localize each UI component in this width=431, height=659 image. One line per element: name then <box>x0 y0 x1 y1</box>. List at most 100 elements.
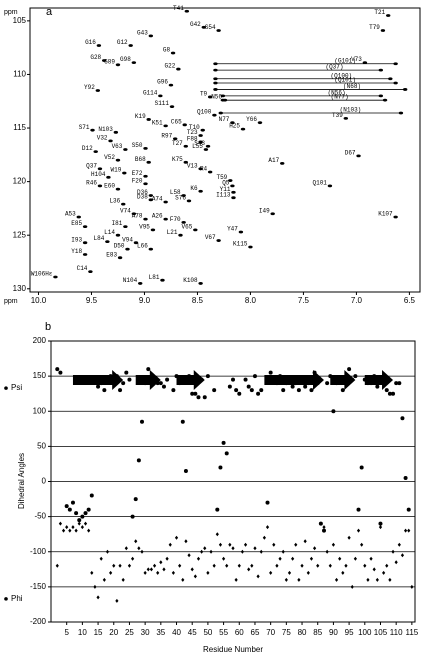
peak <box>96 44 102 47</box>
peak <box>184 9 190 13</box>
psi-point <box>127 377 132 382</box>
phi-point <box>378 525 383 530</box>
peak <box>148 198 154 202</box>
phi-point <box>200 549 204 554</box>
phi-point <box>312 546 317 551</box>
phi-point <box>407 528 411 533</box>
peak-label: S71 <box>79 124 90 131</box>
peak <box>393 215 398 219</box>
psi-point <box>77 518 82 523</box>
peak <box>200 128 205 132</box>
peak <box>270 212 275 216</box>
peak-label: L21 <box>167 229 178 236</box>
phi-point <box>385 563 389 568</box>
psi-point <box>265 500 270 505</box>
peak <box>76 215 81 219</box>
psi-point <box>121 381 126 386</box>
x-tick-label: 10.0 <box>31 296 47 305</box>
peak <box>393 81 398 85</box>
psi-point <box>340 388 345 393</box>
peak-label: I81 <box>112 220 123 227</box>
peak <box>231 190 236 194</box>
psi-point <box>130 514 135 519</box>
phi-point <box>247 567 251 572</box>
psi-point <box>165 377 170 382</box>
phi-point <box>375 577 379 582</box>
psi-point <box>397 381 402 386</box>
phi-point <box>203 546 207 551</box>
peak-label: A74 <box>152 196 163 203</box>
psi-point <box>337 377 342 382</box>
peak <box>356 154 361 158</box>
peak <box>378 68 383 72</box>
peak <box>207 95 213 99</box>
peak-label: K19 <box>135 113 146 120</box>
peak <box>163 124 168 128</box>
peak-label: B68 <box>135 156 146 163</box>
psi-point <box>246 384 251 389</box>
psi-point <box>152 377 157 382</box>
psi-point <box>143 381 148 386</box>
pair-label: (N103) <box>340 107 362 114</box>
peak <box>213 77 218 81</box>
peak-label: L66 <box>137 243 148 250</box>
psi-point <box>140 419 144 424</box>
psi-point <box>215 507 220 512</box>
peak <box>380 29 386 32</box>
x-tick-label: 55 <box>219 628 228 637</box>
peak <box>222 98 228 102</box>
peak <box>115 158 121 162</box>
psi-point <box>231 377 235 382</box>
peak <box>198 134 203 137</box>
peak <box>163 217 168 221</box>
peak-label: K6 <box>190 185 198 192</box>
psi-point <box>375 384 380 389</box>
phi-point <box>149 567 154 572</box>
x-tick-label: 95 <box>345 628 354 637</box>
peak-label: Y66 <box>246 116 257 123</box>
legend-label: Psi <box>11 383 22 392</box>
peak <box>240 127 246 131</box>
phi-point <box>102 577 106 582</box>
panel-label: b <box>45 321 51 333</box>
phi-point <box>146 567 150 572</box>
peak-label: S43 <box>194 140 205 147</box>
phi-point <box>68 528 72 533</box>
phi-point <box>265 525 270 530</box>
phi-point <box>300 563 304 568</box>
phi-point <box>196 556 201 561</box>
psi-point <box>205 374 210 379</box>
peak-label: E72 <box>132 170 143 177</box>
legend-marker <box>4 386 8 390</box>
phi-point <box>382 570 386 575</box>
peak-label: L14 <box>104 229 115 236</box>
peak <box>82 241 88 245</box>
x-tick-label: 9.5 <box>86 296 98 305</box>
peak <box>146 160 151 164</box>
peak-label: N104 <box>123 277 138 284</box>
psi-point <box>224 451 229 456</box>
phi-point <box>90 570 94 575</box>
psi-point <box>356 507 361 512</box>
phi-point <box>165 556 169 561</box>
peak <box>257 121 263 125</box>
peak-label: H104 <box>91 171 106 178</box>
peak-label: G89 <box>104 58 115 65</box>
peak-label: R4 <box>200 166 208 173</box>
phi-point <box>206 570 210 575</box>
strand-arrow <box>364 370 394 390</box>
psi-point <box>347 367 352 372</box>
y-tick-label: 130 <box>13 284 27 293</box>
x-tick-label: 115 <box>405 628 418 637</box>
psi-point <box>196 395 201 400</box>
peak-label: Q5 <box>222 179 230 186</box>
peak-label: H25 <box>229 123 240 130</box>
x-tick-label: 20 <box>109 628 118 637</box>
peak <box>218 111 223 115</box>
phi-point <box>291 556 295 561</box>
peak <box>186 199 192 203</box>
peak <box>181 220 186 224</box>
peak-label: C14 <box>77 265 88 272</box>
peak-label: K51 <box>152 119 163 126</box>
phi-point <box>137 546 141 551</box>
